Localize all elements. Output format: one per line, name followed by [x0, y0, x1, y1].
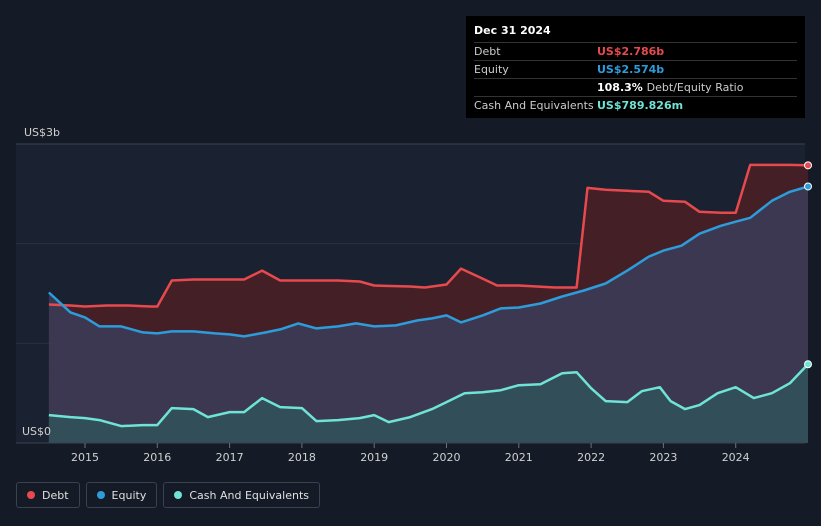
debt-line	[48, 163, 809, 308]
x-tick-label-2019: 2019	[360, 451, 388, 464]
tooltip-value-equity: US$2.574b	[597, 63, 665, 76]
legend-item-equity[interactable]: Equity	[85, 482, 158, 508]
legend-dot-cash	[174, 491, 183, 499]
cash-line	[48, 363, 809, 428]
debt-endpoint	[804, 161, 812, 170]
tooltip-label-equity: Equity	[474, 63, 509, 76]
x-tick-label-2023: 2023	[649, 451, 677, 464]
x-tick-label-2021: 2021	[505, 451, 533, 464]
x-tick-label-2017: 2017	[216, 451, 244, 464]
tooltip-value-ratio: 108.3%	[597, 81, 643, 94]
cash-area	[48, 364, 809, 443]
equity-area	[48, 186, 809, 443]
legend-item-debt[interactable]: Debt	[16, 482, 80, 508]
x-tick-label-2020: 2020	[433, 451, 461, 464]
equity-line	[48, 185, 809, 338]
tooltip-row-debt: Debt US$2.786b	[474, 43, 797, 61]
legend-dot-equity	[96, 491, 105, 499]
y-tick-label-top: US$3b	[24, 126, 60, 139]
x-tick-label-2018: 2018	[288, 451, 316, 464]
cash-endpoint	[804, 360, 812, 369]
legend-dot-debt	[27, 491, 35, 499]
equity-endpoint	[804, 182, 812, 191]
tooltip: Dec 31 2024 Debt US$2.786b Equity US$2.5…	[466, 16, 805, 118]
tooltip-row-equity: Equity US$2.574b	[474, 61, 797, 79]
legend-label-equity: Equity	[111, 488, 147, 502]
tooltip-label-cash: Cash And Equivalents	[474, 99, 594, 112]
tooltip-value-debt: US$2.786b	[597, 45, 665, 58]
tooltip-ratio-note: Debt/Equity Ratio	[646, 81, 744, 94]
legend-label-debt: Debt	[42, 488, 69, 502]
legend-item-cash[interactable]: Cash And Equivalents	[163, 482, 320, 508]
tooltip-date: Dec 31 2024	[474, 22, 797, 43]
legend-label-cash: Cash And Equivalents	[189, 488, 309, 502]
tooltip-ratio-block: 108.3% Debt/Equity Ratio	[597, 79, 743, 96]
tooltip-label-debt: Debt	[474, 45, 501, 58]
x-tick-label-2015: 2015	[71, 451, 99, 464]
tooltip-row-ratio: 108.3% Debt/Equity Ratio	[474, 79, 797, 97]
tooltip-row-cash: Cash And Equivalents US$789.826m	[474, 97, 797, 114]
y-tick-label-bottom: US$0	[22, 425, 51, 438]
x-tick-label-2024: 2024	[722, 451, 750, 464]
x-tick-label-2016: 2016	[143, 451, 171, 464]
x-tick-label-2022: 2022	[577, 451, 605, 464]
legend: Debt Equity Cash And Equivalents	[16, 482, 320, 508]
tooltip-value-cash: US$789.826m	[597, 99, 684, 112]
